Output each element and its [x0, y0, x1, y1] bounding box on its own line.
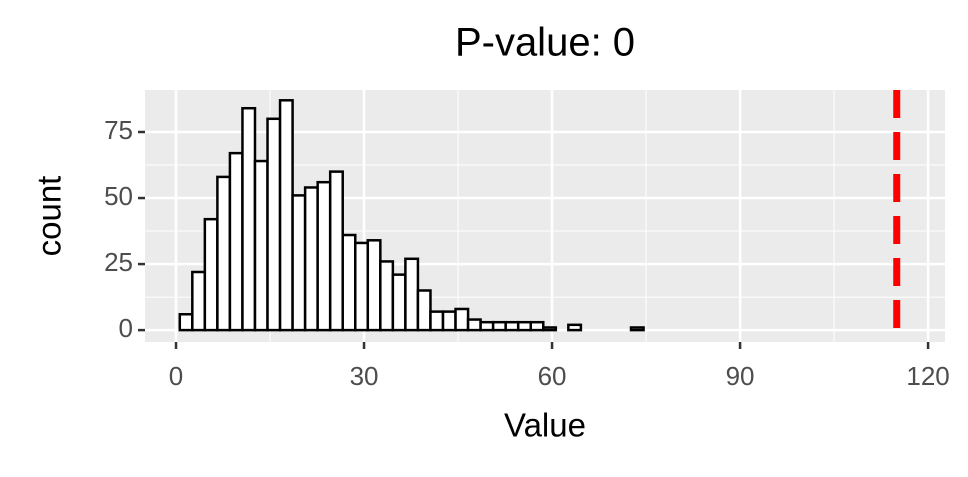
bar [466, 318, 482, 332]
bar [341, 233, 357, 332]
bar [228, 151, 244, 332]
bar [629, 326, 645, 332]
bar [504, 320, 520, 332]
x-tick-label: 60 [538, 361, 567, 391]
bar [216, 175, 232, 332]
bar [429, 310, 445, 332]
bar [454, 307, 470, 332]
bar [203, 217, 219, 332]
bar [441, 310, 457, 332]
bar [542, 326, 558, 332]
bar [278, 99, 294, 332]
y-axis-title: count [31, 176, 68, 257]
bar [178, 313, 194, 332]
bar [491, 320, 507, 332]
bar [316, 180, 332, 332]
bar [291, 194, 307, 332]
bar [266, 117, 282, 332]
chart-title: P-value: 0 [455, 21, 635, 65]
x-tick-label: 120 [906, 361, 949, 391]
bar [416, 289, 432, 332]
bar [391, 273, 407, 332]
x-tick-label: 30 [350, 361, 379, 391]
bar [328, 170, 344, 332]
y-tick-label: 50 [104, 181, 133, 211]
bar [354, 241, 370, 332]
bar [567, 323, 583, 332]
bar [379, 260, 395, 332]
bar [253, 159, 269, 332]
y-tick-label: 75 [104, 115, 133, 145]
bar [479, 320, 495, 332]
bar [366, 239, 382, 332]
bar [529, 320, 545, 332]
x-tick-label: 90 [726, 361, 755, 391]
bar [191, 270, 207, 332]
x-tick-label: 0 [169, 361, 183, 391]
y-tick-label: 0 [119, 313, 133, 343]
bar [303, 186, 319, 332]
bar [404, 257, 420, 332]
bar [241, 106, 257, 332]
y-tick-label: 25 [104, 247, 133, 277]
bar [516, 320, 532, 332]
x-axis-title: Value [504, 407, 586, 444]
